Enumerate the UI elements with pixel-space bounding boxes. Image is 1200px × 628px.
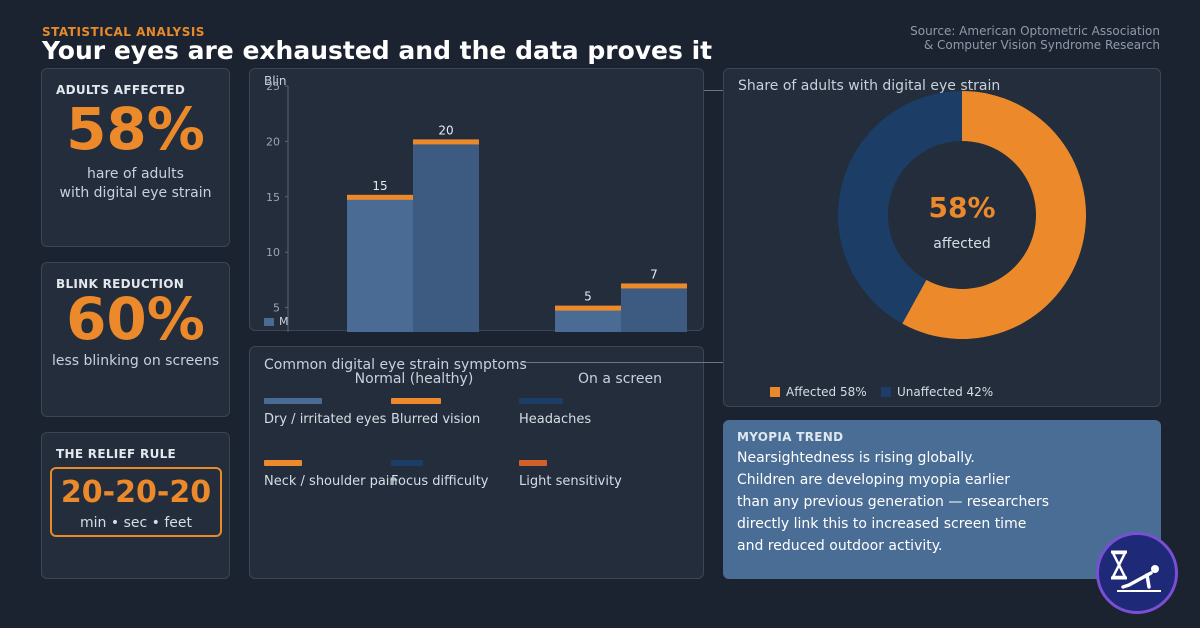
connector-line-top — [704, 90, 724, 91]
bar — [555, 307, 621, 332]
donut-center-label: affected — [933, 236, 991, 252]
legend-label-affected: Affected 58% — [786, 385, 867, 399]
relief-value: 20-20-20 — [60, 475, 212, 510]
myopia-card: MYOPIA TREND Nearsightedness is rising g… — [723, 420, 1161, 579]
symptom-swatch — [391, 398, 441, 404]
myopia-line-1: Nearsightedness is rising globally. — [737, 450, 975, 466]
symptoms-title: Common digital eye strain symptoms — [264, 357, 527, 373]
myopia-line-4: directly link this to increased screen t… — [737, 516, 1027, 532]
stat-desc-line-1: hare of adults — [87, 166, 184, 182]
connector-line-mid — [520, 362, 745, 363]
source-line-1: Source: American Optometric Association — [910, 24, 1160, 38]
myopia-line-2: Children are developing myopia earlier — [737, 472, 1011, 488]
myopia-line-5: and reduced outdoor activity. — [737, 538, 943, 554]
donut-chart: 58% affected — [838, 91, 1086, 339]
relief-units: min • sec • feet — [80, 515, 192, 531]
legend-affected: Affected 58% — [770, 385, 867, 399]
bar-value-label: 5 — [584, 290, 592, 304]
bar — [413, 141, 479, 332]
category-label-normal: Normal (healthy) — [354, 371, 474, 387]
bar-cap — [621, 283, 687, 289]
bar-cap — [555, 305, 621, 311]
symptom-swatch — [264, 398, 322, 404]
myopia-label: MYOPIA TREND — [737, 430, 844, 444]
donut-center-value: 58% — [928, 191, 995, 224]
legend-label: M — [279, 315, 289, 328]
legend-swatch-affected — [770, 387, 780, 397]
logo-graphic — [1110, 550, 1161, 592]
stat-desc: less blinking on screens — [51, 353, 219, 369]
y-tick-label: 10 — [266, 246, 280, 259]
y-axis-label: Blin — [264, 74, 287, 88]
stat-label: ADULTS AFFECTED — [56, 83, 186, 97]
category-label-screen: On a screen — [578, 371, 662, 387]
myopia-line-3: than any previous generation — researche… — [737, 494, 1050, 510]
legend-label-unaffected: Unaffected 42% — [897, 385, 994, 399]
symptom-label: Blurred vision — [391, 412, 481, 427]
bar-value-label: 7 — [650, 267, 658, 281]
symptom-label: Light sensitivity — [519, 474, 622, 489]
stat-desc-line-2: with digital eye strain — [59, 185, 212, 201]
symptom-label: Focus difficulty — [391, 474, 489, 489]
donut-slice-affected — [902, 91, 1086, 339]
y-tick-label: 5 — [273, 302, 280, 315]
myopia-text: Nearsightedness is rising globally. Chil… — [737, 447, 1147, 557]
relief-box: 20-20-20 min • sec • feet — [50, 467, 222, 537]
donut-chart-panel: Share of adults with digital eye strain … — [723, 68, 1161, 407]
symptom-label: Neck / shoulder pain — [264, 474, 398, 489]
bar — [621, 285, 687, 332]
legend-swatch — [264, 318, 274, 326]
symptom-label: Dry / irritated eyes — [264, 412, 387, 427]
donut-slice-unaffected — [838, 91, 962, 324]
stat-desc: hare of adults with digital eye strain — [42, 165, 229, 203]
bar — [347, 196, 413, 332]
symptom-swatch — [391, 460, 423, 466]
y-tick-label: 20 — [266, 135, 280, 148]
source-note: Source: American Optometric Association … — [830, 24, 1160, 52]
source-line-2: & Computer Vision Syndrome Research — [923, 38, 1160, 52]
symptom-swatch — [519, 460, 547, 466]
stat-label: THE RELIEF RULE — [56, 447, 177, 461]
stat-value: 58% — [66, 95, 205, 163]
legend-swatch-unaffected — [881, 387, 891, 397]
bar-chart-panel: Blin 5 10 15 20 25 15 5 20 7 M — [249, 68, 704, 332]
stat-card-blink: BLINK REDUCTION 60% less blinking on scr… — [41, 262, 230, 417]
symptom-label: Headaches — [519, 412, 592, 427]
bar-cap — [347, 194, 413, 200]
y-tick-label: 25 — [266, 80, 280, 93]
y-tick-label: 15 — [266, 191, 280, 204]
bar-chart: Blin 5 10 15 20 25 15 5 20 7 M — [264, 74, 687, 332]
bar-value-label: 20 — [438, 123, 453, 137]
hourglass-plank-icon — [1096, 532, 1178, 614]
symptoms-panel: Common digital eye strain symptoms Norma… — [249, 346, 704, 579]
bar-cap — [413, 139, 479, 145]
donut-title: Share of adults with digital eye strain — [738, 78, 1001, 94]
stat-card-adults: ADULTS AFFECTED 58% hare of adults with … — [41, 68, 230, 247]
kicker: STATISTICAL ANALYSIS — [42, 25, 205, 39]
symptom-swatch — [519, 398, 563, 404]
stat-card-relief: THE RELIEF RULE 20-20-20 min • sec • fee… — [41, 432, 230, 579]
stat-label: BLINK REDUCTION — [56, 277, 185, 291]
stat-value: 60% — [66, 285, 205, 353]
bar-value-label: 15 — [372, 179, 387, 193]
symptom-swatch — [264, 460, 302, 466]
legend-unaffected: Unaffected 42% — [881, 385, 993, 399]
page-title: Your eyes are exhausted and the data pro… — [42, 36, 713, 65]
